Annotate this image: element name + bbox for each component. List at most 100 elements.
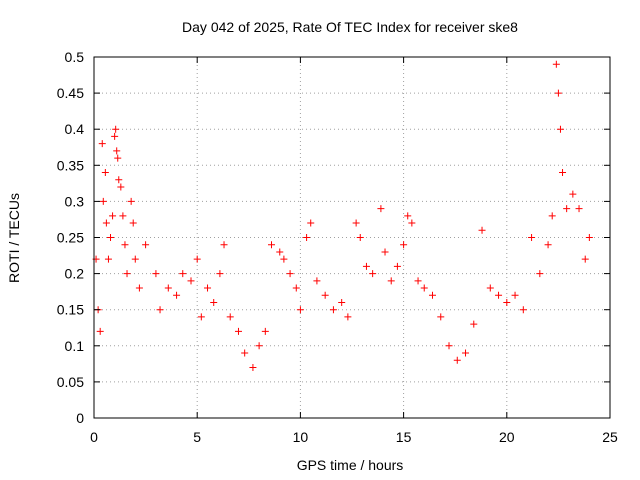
data-point	[135, 284, 143, 292]
data-point	[129, 219, 137, 227]
y-tick-label: 0.25	[57, 230, 84, 246]
data-point	[462, 349, 470, 357]
data-point	[563, 205, 571, 213]
data-point	[511, 291, 519, 299]
x-axis-title: GPS time / hours	[297, 457, 404, 473]
data-point	[569, 190, 577, 198]
data-point	[115, 176, 123, 184]
x-tick-label: 15	[396, 429, 412, 445]
data-point	[478, 226, 486, 234]
data-point	[377, 205, 385, 213]
data-point	[119, 212, 127, 220]
data-point	[156, 306, 164, 314]
data-point	[575, 205, 583, 213]
data-point	[519, 306, 527, 314]
data-point	[164, 284, 172, 292]
data-point	[552, 60, 560, 68]
data-point	[210, 298, 218, 306]
data-point	[121, 241, 129, 249]
data-point	[104, 255, 112, 263]
data-point	[381, 248, 389, 256]
data-point	[400, 241, 408, 249]
y-axis-title: ROTI / TECUs	[6, 193, 22, 283]
data-point	[107, 234, 115, 241]
data-point	[99, 197, 107, 205]
y-tick-label: 0.15	[57, 302, 84, 318]
data-point	[131, 255, 139, 263]
data-point	[486, 284, 494, 292]
data-point	[303, 234, 311, 241]
data-point	[356, 234, 364, 241]
data-point	[585, 234, 593, 241]
data-point	[408, 219, 416, 227]
data-point	[581, 255, 589, 263]
data-point	[102, 219, 110, 227]
data-point	[437, 313, 445, 321]
data-point	[420, 284, 428, 292]
data-point	[292, 284, 300, 292]
data-point	[362, 262, 370, 270]
data-points	[92, 60, 593, 371]
y-tick-label: 0.35	[57, 157, 84, 173]
data-point	[193, 255, 201, 263]
data-point	[173, 291, 181, 299]
data-point	[556, 125, 564, 133]
data-point	[204, 284, 212, 292]
data-point	[276, 248, 284, 256]
data-point	[296, 306, 304, 314]
data-point	[127, 197, 135, 205]
x-tick-label: 20	[499, 429, 515, 445]
data-point	[338, 298, 346, 306]
data-point	[280, 255, 288, 263]
data-point	[96, 327, 104, 335]
data-point	[113, 147, 121, 155]
data-point	[112, 125, 120, 133]
data-point	[255, 342, 263, 350]
x-tick-label: 25	[602, 429, 618, 445]
data-point	[536, 270, 544, 278]
data-point	[369, 270, 377, 278]
data-point	[313, 277, 321, 285]
data-point	[321, 291, 329, 299]
data-point	[152, 270, 160, 278]
data-point	[329, 306, 337, 314]
data-point	[404, 212, 412, 220]
data-point	[197, 313, 205, 321]
data-point	[428, 291, 436, 299]
data-point	[101, 169, 109, 177]
data-point	[111, 132, 119, 140]
y-tick-label: 0.05	[57, 374, 84, 390]
chart-title: Day 042 of 2025, Rate Of TEC Index for r…	[182, 19, 518, 35]
data-point	[241, 349, 249, 357]
grid-lines	[94, 57, 610, 418]
y-tick-label: 0.3	[65, 193, 85, 209]
y-tick-label: 0.45	[57, 85, 84, 101]
data-point	[544, 241, 552, 249]
x-tick-label: 10	[293, 429, 309, 445]
data-point	[261, 327, 269, 335]
y-tick-label: 0.4	[65, 121, 85, 137]
data-point	[559, 169, 567, 177]
data-point	[179, 270, 187, 278]
data-point	[187, 277, 195, 285]
data-point	[117, 183, 125, 191]
data-point	[123, 270, 131, 278]
y-tick-label: 0	[76, 410, 84, 426]
x-axis-ticks: 0 5 10 15 20 25	[90, 57, 618, 445]
data-point	[387, 277, 395, 285]
data-point	[470, 320, 478, 328]
data-point	[286, 270, 294, 278]
data-point	[495, 291, 503, 299]
data-point	[220, 241, 228, 249]
data-point	[307, 219, 315, 227]
data-point	[226, 313, 234, 321]
x-tick-label: 0	[90, 429, 98, 445]
x-tick-label: 5	[193, 429, 201, 445]
data-point	[142, 241, 150, 249]
data-point	[548, 212, 556, 220]
data-point	[445, 342, 453, 350]
data-point	[234, 327, 242, 335]
data-point	[109, 212, 117, 220]
data-point	[249, 363, 257, 371]
